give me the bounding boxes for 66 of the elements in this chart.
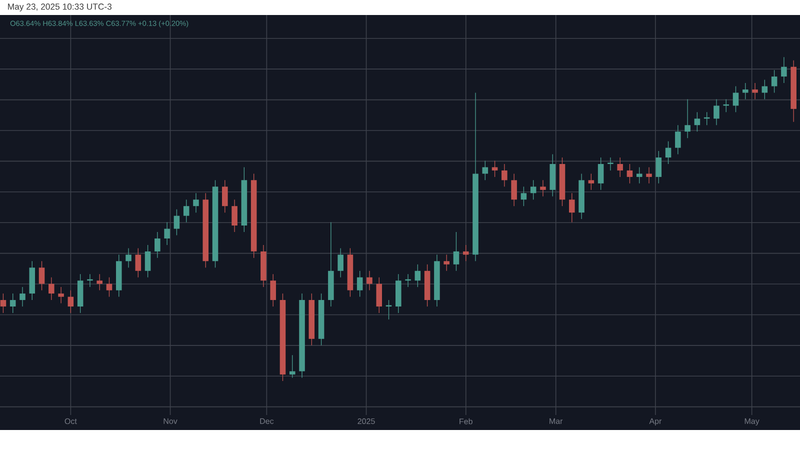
candlestick xyxy=(48,277,54,300)
candlestick xyxy=(675,124,681,155)
candlestick xyxy=(462,244,469,262)
candlestick xyxy=(714,98,720,126)
x-tick-label: 2025 xyxy=(358,418,375,424)
candlestick xyxy=(626,164,633,184)
candlestick xyxy=(135,248,142,278)
candlestick xyxy=(232,199,238,232)
candlestick xyxy=(174,208,180,236)
candlestick xyxy=(38,260,45,291)
candlestick xyxy=(482,160,488,181)
candlestick xyxy=(608,157,614,171)
x-tick-label: Dec xyxy=(260,418,274,424)
candlestick xyxy=(665,140,672,164)
candlestick xyxy=(598,157,604,190)
candlestick xyxy=(762,79,768,100)
candlestick xyxy=(96,274,102,291)
candlestick xyxy=(289,354,296,378)
candlestick xyxy=(20,286,26,307)
candlestick xyxy=(58,286,64,304)
x-tick-label: Nov xyxy=(164,418,178,424)
candlestick xyxy=(154,232,160,258)
candlestick xyxy=(569,192,575,223)
candlestick xyxy=(106,277,112,298)
candlestick xyxy=(376,277,382,314)
candlestick xyxy=(646,166,652,184)
candlestick xyxy=(0,293,6,314)
candlestick xyxy=(144,244,151,278)
candlestick xyxy=(742,82,748,100)
candlestick xyxy=(356,270,363,298)
candlestick xyxy=(588,173,594,190)
candlestick xyxy=(684,98,690,138)
candlestick xyxy=(617,157,623,178)
candlestick xyxy=(732,86,739,112)
candlestick xyxy=(781,56,787,84)
candlestick xyxy=(126,248,132,268)
candlestick xyxy=(636,166,642,184)
candlestick xyxy=(193,192,199,213)
x-tick-label: Apr xyxy=(649,418,662,426)
candlestick xyxy=(752,82,758,100)
candlestick xyxy=(530,180,536,200)
x-tick-label: Oct xyxy=(64,418,77,424)
text: May 23, 2025 10:33 UTC-3 xyxy=(8,4,112,12)
candlestick xyxy=(164,222,170,246)
candlestick xyxy=(366,270,372,291)
x-tick-label: Mar xyxy=(550,418,563,424)
candlestick xyxy=(502,164,508,187)
candlestick xyxy=(656,150,662,184)
x-tick-label: May xyxy=(744,418,760,426)
candlestick xyxy=(694,112,700,132)
candlestick xyxy=(771,70,778,94)
candlestick xyxy=(10,293,16,314)
candlestick xyxy=(492,160,498,178)
x-tick-label: Feb xyxy=(460,418,472,424)
candlestick xyxy=(453,232,460,272)
candlestick xyxy=(270,274,276,307)
candlestick xyxy=(338,248,344,278)
candlestick xyxy=(183,199,190,223)
candlestick xyxy=(222,180,228,213)
candlestick xyxy=(520,186,527,206)
candlestick xyxy=(511,173,517,206)
candlestick xyxy=(386,300,392,320)
candlestick xyxy=(540,180,546,197)
candlestick xyxy=(68,290,74,314)
candlestick xyxy=(414,264,421,288)
candlestick xyxy=(444,254,450,272)
